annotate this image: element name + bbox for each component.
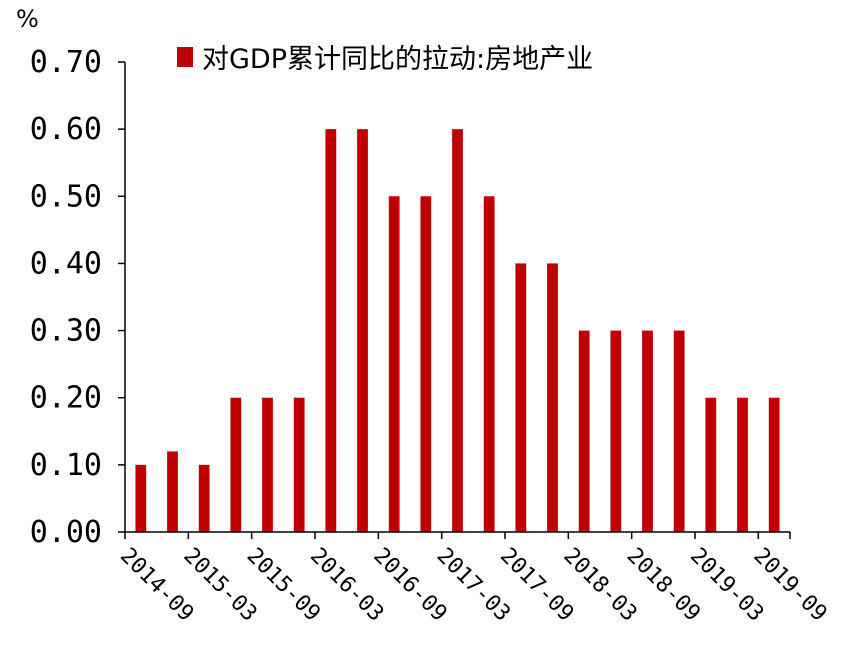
y-tick-label: 0.60 xyxy=(30,112,102,147)
legend-label: 对GDP累计同比的拉动:房地产业 xyxy=(202,44,593,75)
bar xyxy=(673,330,685,532)
bar xyxy=(483,196,495,533)
y-tick-label: 0.70 xyxy=(30,45,102,80)
y-tick-label: 0.50 xyxy=(30,179,102,214)
legend-swatch xyxy=(177,47,193,67)
bar xyxy=(737,397,748,532)
bar xyxy=(388,196,400,533)
bar xyxy=(452,129,463,532)
bar xyxy=(547,263,558,532)
x-axis-ticks: 2014-092015-032015-092016-032016-092017-… xyxy=(115,532,832,627)
bar xyxy=(293,397,305,532)
bar xyxy=(642,330,653,532)
bars xyxy=(135,129,780,533)
y-tick-label: 0.40 xyxy=(30,246,102,281)
y-tick-label: 0.30 xyxy=(30,314,102,349)
y-tick-label: 0.00 xyxy=(30,515,102,550)
y-axis-ticks: 0.00 0.10 0.20 0.30 0.40 0.50 0.60 0.70 xyxy=(30,45,125,550)
bar xyxy=(420,196,432,533)
bar xyxy=(198,464,210,532)
y-axis-unit-label: % xyxy=(16,5,39,33)
bar xyxy=(167,451,178,532)
y-tick-label: 0.10 xyxy=(30,448,102,483)
bar xyxy=(135,464,147,532)
axes xyxy=(124,62,790,533)
bar xyxy=(262,397,273,532)
bar xyxy=(357,129,368,532)
legend: 对GDP累计同比的拉动:房地产业 xyxy=(177,44,593,75)
bar xyxy=(515,263,527,532)
bar xyxy=(610,330,622,532)
bar xyxy=(768,397,780,532)
bar xyxy=(705,397,717,532)
bar xyxy=(325,129,337,532)
y-tick-label: 0.20 xyxy=(30,381,102,416)
bar xyxy=(230,397,242,532)
bar xyxy=(578,330,590,532)
